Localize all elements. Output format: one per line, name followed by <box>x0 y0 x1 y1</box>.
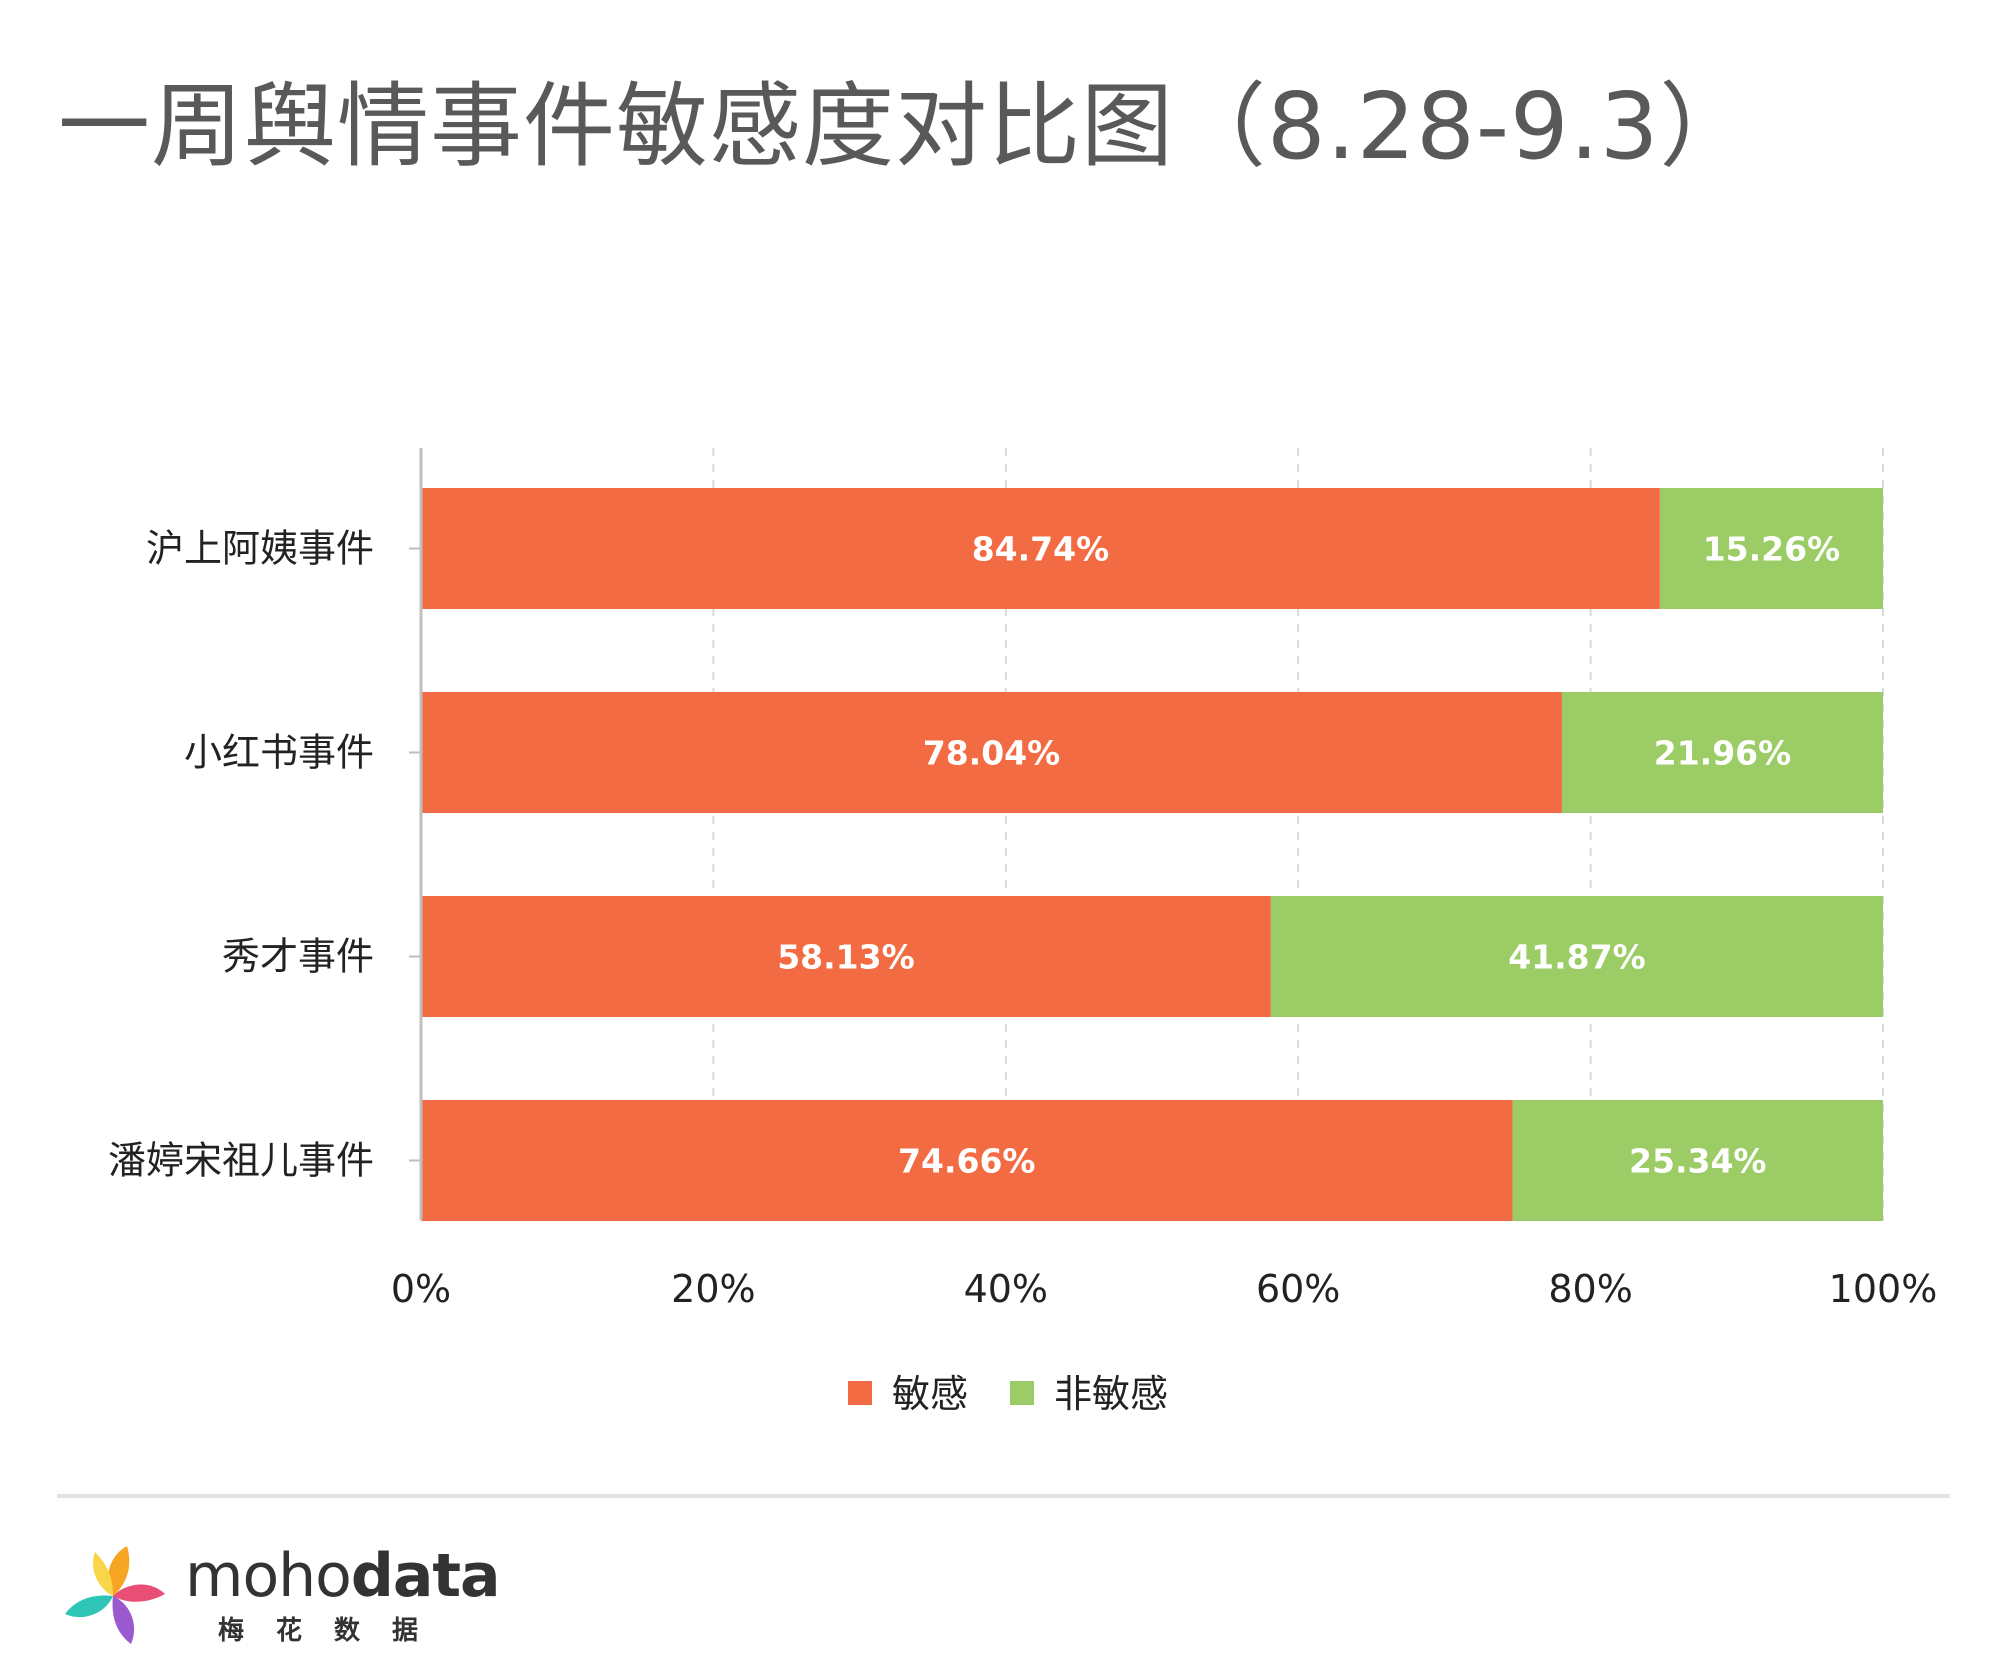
footer-divider <box>57 1494 1950 1498</box>
x-tick-label: 0% <box>391 1267 451 1311</box>
stacked-bar-chart: 84.74% 15.26% 78.04% 21.96% 58.13% 41.87% 74.6… <box>108 448 1937 1416</box>
bar-sensitive <box>421 1100 1513 1221</box>
bar-data-label: 74.66% <box>898 1142 1035 1181</box>
bar-nonsensitive <box>1270 896 1883 1017</box>
chart-title: 一周舆情事件敏感度对比图（8.28-9.3） <box>58 73 1753 180</box>
legend-swatch <box>848 1381 872 1405</box>
bar-data-label: 58.13% <box>777 938 914 977</box>
bar-nonsensitive <box>1512 1100 1883 1221</box>
legend-label: 非敏感 <box>1054 1372 1168 1416</box>
bar-data-label: 84.74% <box>972 530 1109 569</box>
mohodata-logo-icon <box>65 1546 165 1644</box>
bar-sensitive <box>421 488 1660 609</box>
legend-label: 敏感 <box>892 1372 968 1416</box>
bar-data-label: 78.04% <box>923 734 1060 773</box>
bar-data-label: 21.96% <box>1654 734 1791 773</box>
legend: 敏感 非敏感 <box>848 1372 1168 1416</box>
bar-data-label: 15.26% <box>1703 530 1840 569</box>
brand-name-part1: moho <box>185 1541 352 1611</box>
bar-data-label: 41.87% <box>1508 938 1645 977</box>
bar-group: 84.74% 15.26% 78.04% 21.96% 58.13% 41.87% 74.6… <box>421 488 1883 1221</box>
bar-nonsensitive <box>1561 692 1883 813</box>
legend-swatch <box>1010 1381 1034 1405</box>
x-tick-label: 20% <box>671 1267 755 1311</box>
bar-sensitive <box>421 692 1562 813</box>
brand-subtitle: 梅花数据 <box>218 1616 451 1646</box>
bar-sensitive <box>421 896 1271 1017</box>
category-label: 潘婷宋祖儿事件 <box>108 1139 374 1183</box>
category-label: 小红书事件 <box>184 731 374 775</box>
x-tick-label: 40% <box>964 1267 1048 1311</box>
bar-data-label: 25.34% <box>1629 1142 1766 1181</box>
category-label: 秀才事件 <box>222 935 374 979</box>
x-tick-label: 60% <box>1256 1267 1340 1311</box>
x-tick-label: 100% <box>1829 1267 1938 1311</box>
brand-name-part2: data <box>350 1541 501 1611</box>
brand-name: mohodata <box>185 1546 501 1606</box>
x-tick-label: 80% <box>1548 1267 1632 1311</box>
bar-nonsensitive <box>1659 488 1883 609</box>
category-label: 沪上阿姨事件 <box>146 527 374 571</box>
